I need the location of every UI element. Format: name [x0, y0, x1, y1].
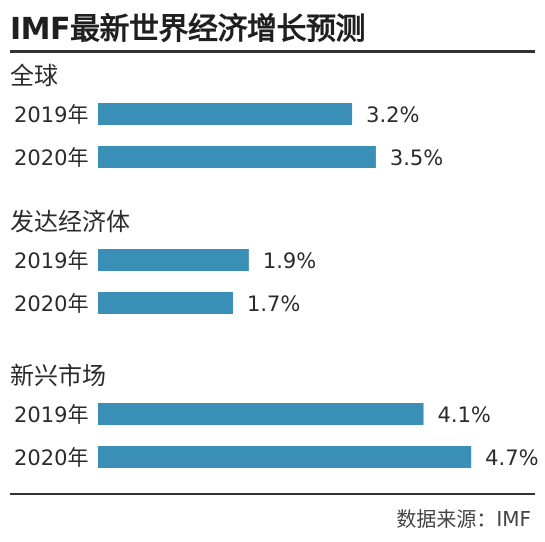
bottom-rule [10, 493, 535, 495]
year-label: 2019年 [14, 249, 88, 273]
bar [98, 403, 424, 425]
year-label: 2020年 [14, 146, 88, 170]
top-rule [10, 50, 535, 53]
value-label: 1.9% [263, 249, 316, 273]
year-label: 2020年 [14, 446, 88, 470]
year-label: 2020年 [14, 292, 88, 316]
bar [98, 103, 353, 125]
bar [98, 446, 472, 468]
chart-title: IMF最新世界经济增长预测 [10, 12, 366, 47]
value-label: 1.7% [247, 292, 300, 316]
value-label: 3.2% [366, 103, 419, 127]
group-label: 新兴市场 [10, 362, 106, 390]
value-label: 3.5% [390, 146, 443, 170]
bar [98, 249, 249, 271]
year-label: 2019年 [14, 103, 88, 127]
source-note: 数据来源：IMF [396, 507, 531, 531]
bar [98, 292, 233, 314]
bar [98, 146, 376, 168]
group-label: 发达经济体 [10, 208, 130, 236]
value-label: 4.1% [438, 403, 491, 427]
value-label: 4.7% [485, 446, 538, 470]
group-label: 全球 [10, 62, 58, 90]
year-label: 2019年 [14, 403, 88, 427]
